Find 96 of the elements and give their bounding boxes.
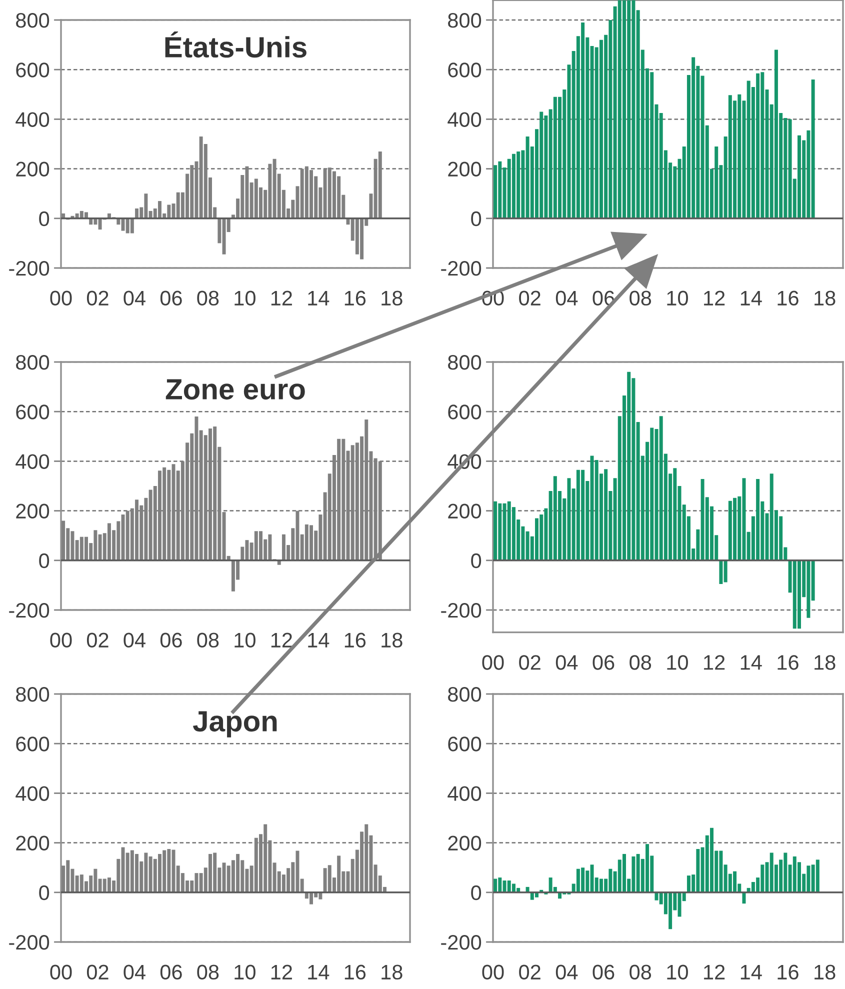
x-tick-label: 12 — [271, 964, 292, 980]
y-tick-label: 800 — [16, 687, 50, 702]
x-tick-label: 12 — [271, 632, 292, 648]
x-tick-label: 10 — [667, 290, 688, 306]
y-tick-label: -200 — [441, 261, 482, 276]
y-tick-label: 400 — [16, 112, 50, 127]
y-tick-label: 200 — [448, 504, 482, 519]
x-tick-label: 16 — [344, 632, 366, 648]
x-tick-label: 02 — [86, 290, 108, 306]
x-tick-label: 12 — [704, 655, 725, 670]
y-tick-label: 800 — [448, 687, 482, 702]
x-tick-label: 14 — [740, 290, 762, 306]
chart-title: Zone euro — [166, 379, 305, 400]
x-tick-label: 12 — [704, 964, 725, 980]
y-tick-label: 600 — [16, 404, 50, 420]
y-tick-label: 800 — [448, 13, 482, 28]
x-tick-label: 02 — [519, 964, 540, 980]
x-tick-label: 18 — [382, 964, 402, 980]
y-tick-label: 200 — [448, 836, 482, 851]
x-tick-label: 04 — [124, 632, 146, 648]
y-tick-label: 800 — [16, 13, 50, 28]
x-tick-label: 16 — [344, 290, 366, 306]
y-tick-label: 600 — [448, 736, 482, 752]
x-tick-label: 02 — [86, 964, 108, 980]
x-tick-label: 14 — [308, 964, 330, 980]
y-tick-label: 200 — [16, 504, 50, 519]
y-tick-label: 600 — [16, 62, 50, 78]
x-tick-label: 04 — [556, 655, 578, 670]
x-tick-label: 04 — [556, 290, 578, 306]
x-tick-label: 08 — [630, 290, 652, 306]
y-tick-label: 0 — [471, 885, 482, 900]
x-tick-label: 08 — [630, 655, 652, 670]
x-tick-label: 10 — [667, 964, 688, 980]
x-tick-label: 18 — [382, 290, 402, 306]
x-tick-label: 16 — [778, 964, 798, 980]
x-tick-label: 18 — [814, 655, 836, 670]
x-tick-label: 00 — [482, 655, 504, 670]
x-tick-label: 14 — [740, 964, 762, 980]
y-tick-label: -200 — [9, 603, 50, 618]
y-tick-label: 800 — [448, 355, 482, 370]
y-tick-label: 800 — [16, 355, 50, 370]
y-tick-label: 0 — [471, 211, 482, 226]
x-tick-label: 06 — [160, 290, 182, 306]
x-tick-label: 18 — [382, 632, 402, 648]
x-tick-label: 04 — [124, 964, 146, 980]
y-tick-label: 600 — [448, 404, 482, 420]
x-tick-label: 10 — [234, 290, 256, 306]
x-tick-label: 18 — [814, 290, 836, 306]
y-tick-label: 0 — [39, 211, 50, 226]
x-tick-label: 04 — [556, 964, 578, 980]
x-tick-label: 06 — [160, 632, 182, 648]
x-tick-label: 08 — [197, 290, 219, 306]
x-tick-label: 06 — [592, 964, 614, 980]
x-tick-label: 00 — [50, 290, 72, 306]
y-tick-label: 200 — [16, 162, 50, 177]
y-tick-label: 0 — [39, 885, 50, 900]
x-tick-label: 10 — [667, 655, 688, 670]
x-tick-label: 10 — [234, 632, 256, 648]
y-tick-label: 200 — [16, 836, 50, 851]
chart-title: États-Unis — [165, 31, 306, 58]
x-tick-label: 12 — [271, 290, 292, 306]
text: Japon — [193, 711, 277, 738]
x-tick-label: 14 — [740, 655, 762, 670]
y-tick-label: 200 — [448, 162, 482, 177]
y-tick-label: 400 — [448, 786, 482, 801]
y-tick-label: 0 — [471, 553, 482, 568]
x-tick-label: 16 — [778, 290, 798, 306]
x-tick-label: 00 — [50, 964, 72, 980]
x-tick-label: 00 — [482, 964, 504, 980]
x-tick-label: 02 — [519, 290, 540, 306]
y-tick-label: 600 — [448, 62, 482, 78]
y-tick-label: 400 — [16, 786, 50, 801]
y-tick-label: -200 — [441, 603, 482, 618]
x-tick-label: 06 — [160, 964, 182, 980]
x-tick-label: 08 — [197, 632, 219, 648]
y-tick-label: 400 — [448, 112, 482, 127]
x-tick-label: 14 — [308, 632, 330, 648]
x-tick-label: 16 — [778, 655, 798, 670]
x-tick-label: 14 — [308, 290, 330, 306]
x-tick-label: 00 — [50, 632, 72, 648]
x-tick-label: 08 — [630, 964, 652, 980]
x-tick-label: 02 — [519, 655, 540, 670]
y-tick-label: 600 — [16, 736, 50, 752]
y-tick-label: -200 — [441, 935, 482, 950]
y-tick-label: 0 — [39, 553, 50, 568]
x-tick-label: 12 — [704, 290, 725, 306]
x-tick-label: 16 — [344, 964, 366, 980]
y-tick-label: 400 — [16, 454, 50, 469]
x-tick-label: 04 — [124, 290, 146, 306]
x-tick-label: 18 — [814, 964, 836, 980]
x-tick-label: 06 — [592, 655, 614, 670]
x-tick-label: 02 — [86, 632, 108, 648]
y-tick-label: -200 — [9, 261, 50, 276]
x-tick-label: 10 — [234, 964, 256, 980]
y-tick-label: -200 — [9, 935, 50, 950]
x-tick-label: 08 — [197, 964, 219, 980]
